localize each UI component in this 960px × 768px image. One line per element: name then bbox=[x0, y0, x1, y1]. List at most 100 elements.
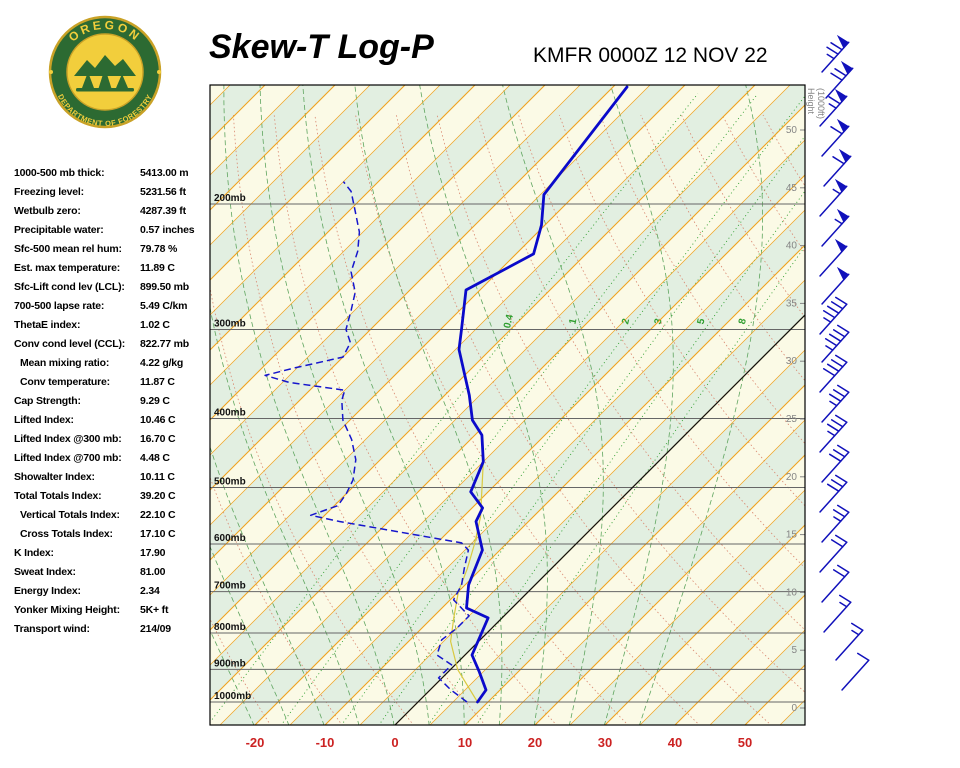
index-value: 17.90 bbox=[140, 547, 166, 559]
page-title: Skew-T Log-P bbox=[209, 28, 434, 66]
mixing-ratio-label: 1 bbox=[567, 317, 579, 325]
logo-dot bbox=[157, 70, 161, 74]
height-tick-label: 5 bbox=[791, 645, 797, 656]
pressure-label: 900mb bbox=[214, 658, 246, 669]
index-value: 4.48 C bbox=[140, 452, 170, 464]
logo-mountains-icon bbox=[74, 55, 136, 76]
pressure-label: 400mb bbox=[214, 408, 246, 419]
index-label: Showalter Index: bbox=[14, 471, 95, 483]
height-tick-label: 0 bbox=[791, 703, 797, 714]
index-label: Conv temperature: bbox=[20, 376, 110, 388]
height-tick-label: 35 bbox=[786, 298, 798, 309]
index-label: Cross Totals Index: bbox=[20, 528, 113, 540]
index-row: Energy Index: 2.34 bbox=[14, 585, 212, 604]
temp-tick-label: 10 bbox=[458, 735, 472, 750]
wind-barb bbox=[821, 266, 850, 305]
index-value: 5.49 C/km bbox=[140, 300, 188, 312]
index-label: ThetaE index: bbox=[14, 319, 81, 331]
index-value: 214/09 bbox=[140, 623, 171, 635]
mixing-ratio-label: 2 bbox=[620, 317, 632, 325]
index-row: Vertical Totals Index: 22.10 C bbox=[14, 509, 212, 528]
index-value: 10.46 C bbox=[140, 414, 176, 426]
index-label: Precipitable water: bbox=[14, 224, 104, 236]
wind-barb bbox=[821, 564, 850, 603]
index-row: Mean mixing ratio: 4.22 g/kg bbox=[14, 357, 212, 376]
height-axis-title: (1000ft) bbox=[816, 88, 826, 119]
index-value: 11.87 C bbox=[140, 376, 175, 388]
pressure-gridlines-layer: 200mb 300mb 400mb 500mb 600mb 700mb 800mb 900mb… bbox=[210, 193, 805, 703]
wind-barb bbox=[821, 384, 850, 423]
temp-tick-label: 20 bbox=[528, 735, 542, 750]
index-row: Lifted Index @300 mb: 16.70 C bbox=[14, 433, 212, 452]
index-row: Yonker Mixing Height: 5K+ ft bbox=[14, 604, 212, 623]
index-row: K Index: 17.90 bbox=[14, 547, 212, 566]
pressure-label: 800mb bbox=[214, 622, 246, 633]
pressure-label: 700mb bbox=[214, 581, 246, 592]
height-tick-label: 10 bbox=[786, 587, 798, 598]
index-value: 16.70 C bbox=[140, 433, 176, 445]
logo-ground bbox=[76, 88, 134, 92]
wind-barb bbox=[821, 118, 850, 157]
temp-tick-label: 30 bbox=[598, 735, 612, 750]
index-row: Total Totals Index: 39.20 C bbox=[14, 490, 212, 509]
height-tick-label: 25 bbox=[786, 414, 798, 425]
index-row: Conv temperature: 11.87 C bbox=[14, 376, 212, 395]
index-value: 9.29 C bbox=[140, 395, 170, 407]
height-tick-label: 20 bbox=[786, 472, 798, 483]
zero-isotherm-line bbox=[394, 314, 805, 725]
dewpoint-curve bbox=[264, 181, 470, 703]
index-value: 899.50 mb bbox=[140, 281, 189, 293]
index-label: Est. max temperature: bbox=[14, 262, 121, 274]
index-row: 700-500 lapse rate: 5.49 C/km bbox=[14, 300, 212, 319]
height-axis-title: Height bbox=[806, 88, 816, 115]
index-label: Yonker Mixing Height: bbox=[14, 604, 120, 616]
mixing-ratio-label: 5 bbox=[696, 317, 708, 325]
index-row: Freezing level: 5231.56 ft bbox=[14, 186, 212, 205]
pressure-label: 200mb bbox=[214, 193, 246, 204]
index-row: Lifted Index: 10.46 C bbox=[14, 414, 212, 433]
mixing-ratio-label: 0.4 bbox=[502, 313, 516, 329]
odf-logo: OREGON DEPARTMENT OF FORESTRY bbox=[48, 15, 162, 129]
indices-panel: 1000-500 mb thick: 5413.00 m Freezing leve… bbox=[14, 167, 212, 642]
wind-barb bbox=[819, 534, 848, 573]
wind-barb bbox=[819, 474, 848, 513]
wind-barbs-layer bbox=[819, 34, 870, 691]
index-label: Sfc-500 mean rel hum: bbox=[14, 243, 122, 255]
index-value: 0.57 inches bbox=[140, 224, 195, 236]
wind-barb bbox=[823, 594, 852, 633]
station-datetime: KMFR 0000Z 12 NOV 22 bbox=[533, 44, 768, 67]
wind-barb bbox=[823, 148, 852, 187]
index-label: K Index: bbox=[14, 547, 54, 559]
index-value: 17.10 C bbox=[140, 528, 176, 540]
index-value: 79.78 % bbox=[140, 243, 178, 255]
wind-barb bbox=[821, 208, 850, 247]
index-row: Showalter Index: 10.11 C bbox=[14, 471, 212, 490]
temp-tick-label: -10 bbox=[316, 735, 335, 750]
index-label: Sfc-Lift cond lev (LCL): bbox=[14, 281, 125, 293]
wind-barb bbox=[835, 622, 864, 661]
index-label: Freezing level: bbox=[14, 186, 84, 198]
pressure-label: 600mb bbox=[214, 533, 246, 544]
index-label: Lifted Index: bbox=[14, 414, 74, 426]
index-label: Sweat Index: bbox=[14, 566, 76, 578]
wind-barb bbox=[821, 34, 850, 73]
wind-barb bbox=[825, 60, 854, 99]
index-row: ThetaE index: 1.02 C bbox=[14, 319, 212, 338]
wind-barb bbox=[819, 238, 848, 277]
index-value: 10.11 C bbox=[140, 471, 175, 483]
index-value: 39.20 C bbox=[140, 490, 176, 502]
index-row: 1000-500 mb thick: 5413.00 m bbox=[14, 167, 212, 186]
logo-tree-icon bbox=[98, 68, 112, 90]
index-value: 81.00 bbox=[140, 566, 166, 578]
index-row: Cap Strength: 9.29 C bbox=[14, 395, 212, 414]
index-value: 1.02 C bbox=[140, 319, 170, 331]
wind-barb bbox=[821, 324, 850, 363]
index-label: Lifted Index @300 mb: bbox=[14, 433, 122, 445]
index-value: 2.34 bbox=[140, 585, 160, 597]
wind-barb bbox=[819, 88, 848, 127]
pressure-label: 500mb bbox=[214, 477, 246, 488]
index-label: 1000-500 mb thick: bbox=[14, 167, 105, 179]
index-label: Total Totals Index: bbox=[14, 490, 102, 502]
pressure-label: 1000mb bbox=[214, 691, 251, 702]
